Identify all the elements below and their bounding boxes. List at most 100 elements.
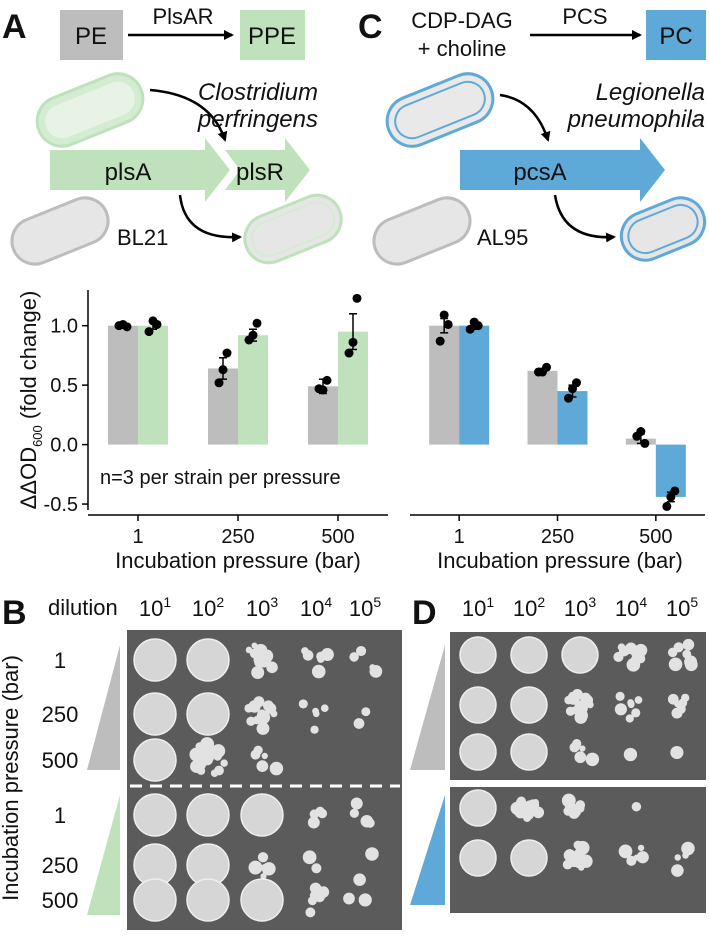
colony (256, 722, 270, 735)
data-point (248, 330, 258, 340)
colony (252, 716, 261, 725)
colony (668, 657, 683, 672)
colony (251, 665, 265, 679)
x-tick-label: 1 (454, 526, 465, 548)
pressure-row-label: 250 (42, 702, 79, 727)
dilution-label: 101 (139, 594, 171, 621)
colony (317, 655, 325, 663)
colony (256, 760, 269, 772)
data-point (318, 385, 328, 395)
colony (525, 810, 534, 819)
colony (563, 849, 576, 862)
data-point (439, 310, 449, 320)
colony-spot (510, 839, 548, 877)
substrate-label: PE (75, 23, 107, 50)
bar (138, 325, 168, 445)
panel-b: B dilution Incubation pressure (bar) 101… (0, 594, 402, 930)
colony (575, 709, 588, 722)
colony (254, 659, 262, 667)
product-box (240, 10, 305, 60)
gene-label-plsR: plsR (236, 159, 284, 186)
colony-spot (240, 878, 284, 922)
colony (307, 896, 317, 906)
data-point (122, 322, 132, 332)
colony (671, 864, 684, 877)
chart-left: ΔΔOD600 (fold change) n=3 per strain per… (16, 290, 388, 573)
dilution-label: 101 (462, 594, 494, 621)
panel-label-a: A (2, 8, 27, 46)
colony (667, 693, 679, 705)
colony (684, 655, 698, 669)
panel-label-d: D (412, 594, 437, 632)
host-cell-c-icon (372, 196, 472, 266)
colony (309, 882, 322, 895)
colony-spot (459, 839, 497, 877)
host-label: BL21 (117, 225, 168, 250)
bar (527, 370, 558, 445)
colony-spot (459, 636, 497, 674)
colony-spot (561, 636, 599, 674)
colony (220, 759, 228, 767)
dilution-label: 102 (513, 594, 545, 621)
data-point (435, 336, 445, 346)
pressure-row-label: 1 (54, 803, 66, 828)
colony (682, 852, 689, 859)
dilution-label: 105 (349, 594, 381, 621)
pressure-axis-label: Incubation pressure (bar) (0, 655, 23, 901)
colony (261, 752, 268, 760)
colony-spot (510, 636, 548, 674)
data-point (152, 319, 162, 329)
data-point (640, 438, 650, 448)
gene-label-plsA: plsA (105, 159, 152, 186)
colony (204, 755, 211, 763)
colony (265, 703, 277, 715)
product-box-c (646, 10, 706, 60)
transfer-arrow-in-c (499, 93, 551, 142)
colony (311, 664, 326, 679)
colony (250, 864, 258, 872)
colony-spot (240, 793, 284, 837)
colony (627, 700, 635, 708)
colony (202, 746, 215, 759)
colony (667, 647, 678, 658)
pressure-row-label: 500 (42, 748, 79, 773)
colony-spot (510, 733, 548, 771)
colony-spot (133, 692, 177, 736)
pressure-gradient-gray (87, 645, 120, 770)
donor-cell-c-icon (385, 72, 495, 148)
colony-spot (459, 789, 497, 827)
bar (655, 444, 686, 497)
donor-cell-c-membrane-icon (394, 80, 486, 140)
engineered-cell-c-icon (619, 196, 707, 262)
organism-line2: perfringens (197, 106, 318, 133)
panel-d: D 101 102 103 104 105 (410, 594, 706, 913)
data-point (222, 348, 232, 358)
colony (353, 718, 365, 729)
colony-spot (186, 793, 230, 837)
pressure-row-label: 250 (42, 853, 79, 878)
colony (636, 851, 649, 864)
organism-c-line1: Legionella (596, 79, 705, 106)
colony (302, 850, 317, 865)
colony (625, 714, 634, 723)
colony (360, 814, 374, 828)
colony (624, 647, 632, 655)
colony (210, 769, 219, 777)
colony (670, 745, 684, 760)
colony (615, 691, 625, 701)
colony (310, 725, 319, 734)
dilution-header: dilution (48, 595, 118, 620)
x-tick-label: 250 (221, 526, 254, 548)
colony-spot (459, 733, 497, 771)
pressure-gradient-gray-d (410, 645, 445, 770)
colony (311, 863, 322, 874)
data-point (322, 375, 332, 385)
panel-label-b: B (2, 594, 27, 632)
colony (305, 907, 316, 918)
gene-arrow-plsA (50, 138, 230, 202)
colony (307, 816, 320, 829)
colony (248, 700, 261, 713)
data-point (662, 501, 672, 511)
x-tick-label: 500 (639, 526, 672, 548)
colony (573, 840, 583, 850)
